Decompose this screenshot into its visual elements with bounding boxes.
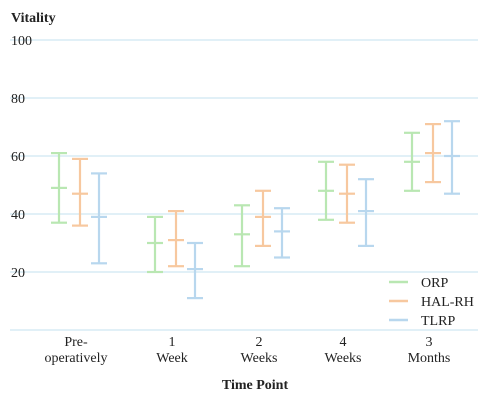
x-tick-label: 1 bbox=[169, 335, 176, 350]
x-tick-label: Months bbox=[408, 351, 451, 366]
series-layer bbox=[51, 120, 460, 300]
y-tick-label: 40 bbox=[11, 208, 25, 223]
y-tick-label: 100 bbox=[11, 34, 32, 49]
y-tick-label: 60 bbox=[11, 150, 25, 165]
series-hal-rh bbox=[72, 122, 441, 268]
x-tick-label: Week bbox=[156, 351, 188, 366]
series-orp bbox=[51, 131, 420, 274]
x-tick-label: 3 bbox=[426, 335, 433, 350]
y-tick-label: 20 bbox=[11, 266, 25, 281]
x-tick-label: operatively bbox=[45, 351, 108, 366]
legend-item: TLRP bbox=[389, 314, 455, 329]
series-tlrp bbox=[91, 120, 460, 300]
legend-label: HAL-RH bbox=[421, 295, 474, 310]
x-tick-label: Pre- bbox=[64, 335, 88, 350]
legend-item: HAL-RH bbox=[389, 295, 474, 310]
gridlines bbox=[10, 39, 478, 331]
x-axis-title: Time Point bbox=[222, 378, 289, 393]
y-axis-ticks: 20 40 60 80 100 bbox=[11, 34, 32, 281]
x-tick-label: 2 bbox=[256, 335, 263, 350]
legend-label: TLRP bbox=[421, 314, 455, 329]
legend-item: ORP bbox=[389, 276, 448, 291]
legend: ORP HAL-RH TLRP bbox=[389, 276, 474, 329]
y-tick-label: 80 bbox=[11, 92, 25, 107]
x-tick-label: Weeks bbox=[325, 351, 362, 366]
y-axis-title: Vitality bbox=[11, 11, 56, 26]
legend-label: ORP bbox=[421, 276, 448, 291]
x-tick-label: Weeks bbox=[241, 351, 278, 366]
x-tick-label: 4 bbox=[340, 335, 347, 350]
